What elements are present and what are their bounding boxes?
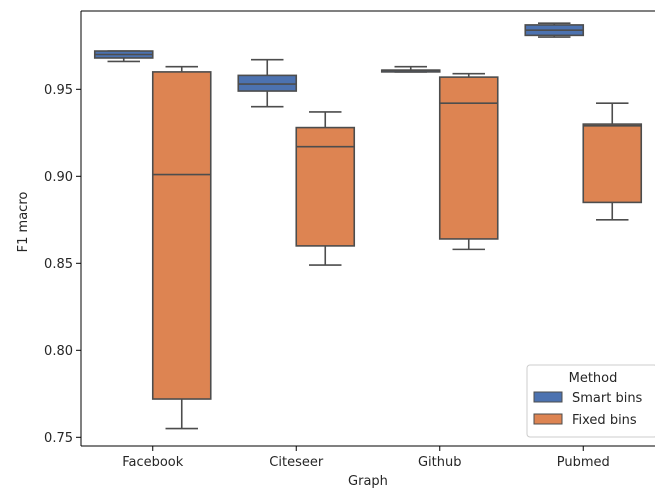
y-tick-label: 0.95 bbox=[44, 83, 73, 98]
box-fixed-bins-facebook bbox=[151, 65, 212, 430]
y-tick-label: 0.75 bbox=[44, 431, 73, 446]
x-tick-label: Citeseer bbox=[269, 455, 324, 470]
box-fixed-bins-citeseer bbox=[295, 111, 356, 266]
box-smart-bins-github bbox=[380, 65, 441, 73]
box-fixed-bins-pubmed bbox=[582, 102, 643, 221]
legend-label: Smart bins bbox=[572, 391, 643, 406]
legend-swatch bbox=[533, 391, 563, 403]
y-tick-label: 0.80 bbox=[44, 344, 73, 359]
iqr-box bbox=[582, 123, 643, 204]
legend-title: Method bbox=[569, 371, 618, 386]
legend-label: Fixed bins bbox=[572, 413, 637, 428]
legend-swatch bbox=[533, 413, 563, 425]
iqr-box bbox=[237, 74, 298, 92]
x-axis-label: Graph bbox=[348, 474, 388, 489]
x-tick-label: Github bbox=[418, 455, 462, 470]
y-tick-label: 0.90 bbox=[44, 170, 73, 185]
iqr-box bbox=[295, 126, 356, 247]
box-smart-bins-citeseer bbox=[237, 58, 298, 108]
plot-area: 0.75 0.80 0.85 0.90 0.95 Facebook Citeseer Gith… bbox=[44, 10, 655, 470]
x-tick-label: Facebook bbox=[122, 455, 184, 470]
legend: Method Smart bins Fixed bins bbox=[526, 364, 655, 438]
x-tick-label: Pubmed bbox=[557, 455, 610, 470]
y-axis-label: F1 macro bbox=[16, 192, 31, 253]
y-tick-label: 0.85 bbox=[44, 257, 73, 272]
box-smart-bins-facebook bbox=[93, 50, 154, 63]
box-smart-bins-pubmed bbox=[524, 22, 585, 38]
iqr-box bbox=[438, 76, 499, 240]
box-fixed-bins-github bbox=[438, 72, 499, 251]
iqr-box bbox=[151, 71, 212, 400]
